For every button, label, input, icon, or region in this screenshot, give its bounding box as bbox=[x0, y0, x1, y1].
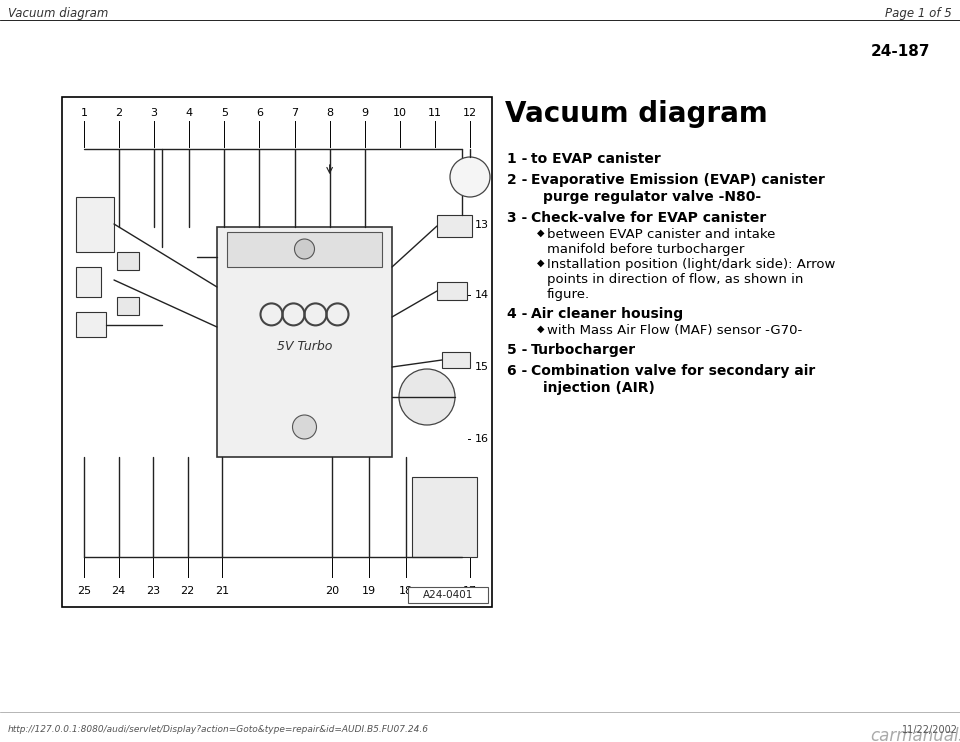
Bar bbox=[227, 232, 382, 267]
Text: Vacuum diagram: Vacuum diagram bbox=[8, 7, 108, 19]
Text: ◆: ◆ bbox=[537, 258, 544, 268]
Circle shape bbox=[399, 369, 455, 425]
Text: 15: 15 bbox=[475, 362, 489, 372]
Text: 7: 7 bbox=[291, 108, 299, 118]
Text: manifold before turbocharger: manifold before turbocharger bbox=[547, 243, 744, 256]
Bar bbox=[62, 97, 492, 607]
Text: 25: 25 bbox=[77, 586, 91, 596]
Text: 18: 18 bbox=[399, 586, 413, 596]
Text: 1: 1 bbox=[81, 108, 87, 118]
Text: 24: 24 bbox=[111, 586, 126, 596]
Text: Page 1 of 5: Page 1 of 5 bbox=[885, 7, 952, 19]
Bar bbox=[442, 352, 470, 368]
Text: 2: 2 bbox=[115, 108, 123, 118]
Bar bbox=[408, 587, 488, 603]
Text: carmanualsqnline.info: carmanualsqnline.info bbox=[870, 727, 960, 742]
Bar bbox=[117, 297, 139, 315]
Text: Vacuum diagram: Vacuum diagram bbox=[505, 100, 768, 128]
Text: to EVAP canister: to EVAP canister bbox=[531, 152, 660, 166]
Text: 4 -: 4 - bbox=[507, 307, 527, 321]
Text: 19: 19 bbox=[362, 586, 376, 596]
Text: Turbocharger: Turbocharger bbox=[531, 343, 636, 357]
Circle shape bbox=[295, 239, 315, 259]
Text: ◆: ◆ bbox=[537, 324, 544, 334]
Text: Combination valve for secondary air: Combination valve for secondary air bbox=[531, 364, 815, 378]
Text: between EVAP canister and intake: between EVAP canister and intake bbox=[547, 228, 776, 241]
Text: Evaporative Emission (EVAP) canister: Evaporative Emission (EVAP) canister bbox=[531, 173, 825, 187]
Text: 8: 8 bbox=[326, 108, 333, 118]
Text: with Mass Air Flow (MAF) sensor -G70-: with Mass Air Flow (MAF) sensor -G70- bbox=[547, 324, 803, 337]
Text: ◆: ◆ bbox=[537, 228, 544, 238]
Text: points in direction of flow, as shown in: points in direction of flow, as shown in bbox=[547, 273, 804, 286]
Bar bbox=[76, 197, 114, 252]
Text: 23: 23 bbox=[146, 586, 160, 596]
Text: 2 -: 2 - bbox=[507, 173, 527, 187]
Circle shape bbox=[450, 157, 490, 197]
Text: 20: 20 bbox=[324, 586, 339, 596]
Text: 5: 5 bbox=[221, 108, 228, 118]
Text: 22: 22 bbox=[180, 586, 195, 596]
Text: 21: 21 bbox=[215, 586, 229, 596]
Text: 11/22/2002: 11/22/2002 bbox=[902, 725, 958, 735]
Text: 4: 4 bbox=[185, 108, 193, 118]
Text: Air cleaner housing: Air cleaner housing bbox=[531, 307, 684, 321]
Text: purge regulator valve -N80-: purge regulator valve -N80- bbox=[543, 190, 761, 204]
Text: 6 -: 6 - bbox=[507, 364, 527, 378]
Text: 3: 3 bbox=[151, 108, 157, 118]
Text: Check-valve for EVAP canister: Check-valve for EVAP canister bbox=[531, 211, 766, 225]
Text: injection (AIR): injection (AIR) bbox=[543, 381, 655, 395]
Bar bbox=[437, 215, 472, 237]
Bar bbox=[437, 282, 467, 300]
Text: 10: 10 bbox=[393, 108, 407, 118]
Text: figure.: figure. bbox=[547, 288, 590, 301]
Text: 16: 16 bbox=[475, 434, 489, 444]
Text: Installation position (light/dark side): Arrow: Installation position (light/dark side):… bbox=[547, 258, 835, 271]
Bar bbox=[76, 312, 106, 337]
Text: 1 -: 1 - bbox=[507, 152, 527, 166]
Text: 6: 6 bbox=[256, 108, 263, 118]
Text: 14: 14 bbox=[475, 290, 489, 300]
Text: 24-187: 24-187 bbox=[871, 45, 929, 59]
Text: 5V Turbo: 5V Turbo bbox=[276, 340, 332, 353]
Bar bbox=[76, 267, 101, 297]
Text: 11: 11 bbox=[428, 108, 442, 118]
Text: 17: 17 bbox=[463, 586, 477, 596]
Bar bbox=[217, 227, 392, 457]
Text: 5 -: 5 - bbox=[507, 343, 527, 357]
Text: 13: 13 bbox=[475, 220, 489, 230]
Text: 12: 12 bbox=[463, 108, 477, 118]
Circle shape bbox=[293, 415, 317, 439]
Text: A24-0401: A24-0401 bbox=[422, 590, 473, 600]
Bar bbox=[412, 477, 477, 557]
Text: 3 -: 3 - bbox=[507, 211, 527, 225]
Bar bbox=[117, 252, 139, 270]
Text: 9: 9 bbox=[361, 108, 369, 118]
Text: http://127.0.0.1:8080/audi/servlet/Display?action=Goto&type=repair&id=AUDI.B5.FU: http://127.0.0.1:8080/audi/servlet/Displ… bbox=[8, 726, 429, 735]
